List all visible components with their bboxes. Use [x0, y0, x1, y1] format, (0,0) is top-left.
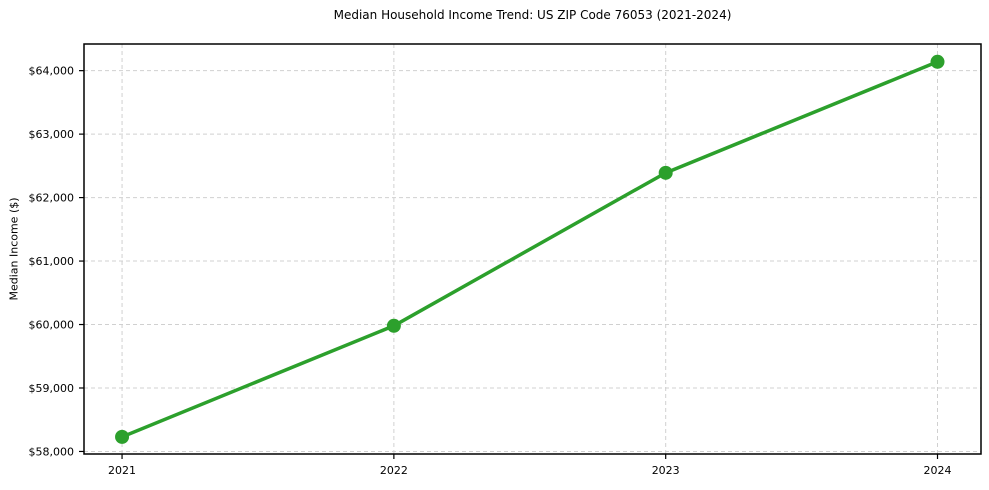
- y-tick-label: $62,000: [29, 192, 75, 205]
- y-tick-label: $63,000: [29, 128, 75, 141]
- x-tick-label: 2021: [108, 464, 136, 477]
- data-point-2022: [386, 318, 401, 333]
- y-tick-label: $61,000: [29, 255, 75, 268]
- y-tick-label: $58,000: [29, 445, 75, 458]
- data-point-2023: [658, 165, 673, 180]
- x-tick-label: 2024: [924, 464, 952, 477]
- data-point-2024: [930, 54, 945, 69]
- y-tick-label: $59,000: [29, 382, 75, 395]
- trend-line: [120, 60, 940, 439]
- plot-border: [83, 43, 982, 455]
- data-point-2021: [115, 429, 130, 444]
- x-tick-label: 2023: [652, 464, 680, 477]
- x-tick-label: 2022: [380, 464, 408, 477]
- y-tick-label: $64,000: [29, 65, 75, 78]
- y-axis-label: Median Income ($): [7, 197, 21, 301]
- y-tick-label: $60,000: [29, 319, 75, 332]
- chart-title: Median Household Income Trend: US ZIP Co…: [333, 8, 732, 22]
